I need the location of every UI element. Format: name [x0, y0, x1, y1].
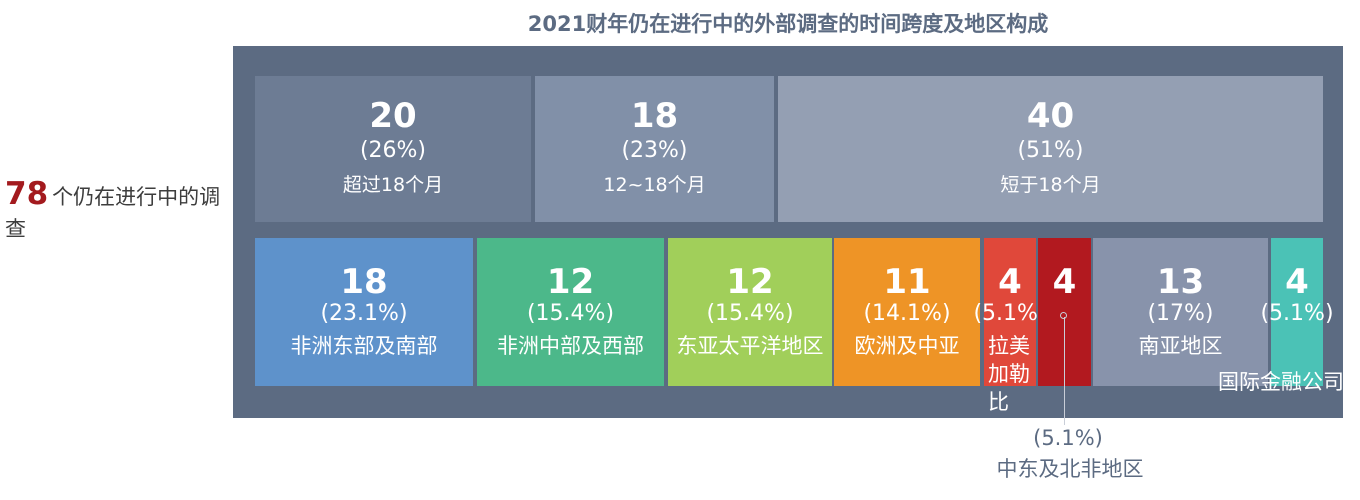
region-pct-mena: (5.1%) — [1033, 426, 1103, 450]
region-box-latin-america: 4 (5.1%) 拉美加勒比 — [973, 238, 1047, 414]
region-pct: (15.4%) — [706, 301, 794, 326]
region-pct: (14.1%) — [863, 301, 951, 326]
region-pct: (23.1%) — [320, 301, 408, 326]
region-box-east-asia-pacific: 12 (15.4%) 东亚太平洋地区 — [668, 238, 832, 386]
leader-line — [1064, 317, 1065, 425]
region-box-europe-central-asia: 11 (14.1%) 欧洲及中亚 — [834, 238, 980, 386]
duration-box-under-18: 40 (51%) 短于18个月 — [778, 76, 1323, 222]
region-box-ifc: 4 (5.1%) — [1260, 238, 1334, 386]
region-pct: (5.1%) — [973, 301, 1047, 326]
duration-pct: (51%) — [1017, 138, 1084, 163]
region-value: 4 — [1285, 262, 1309, 302]
duration-value: 18 — [630, 96, 679, 136]
region-value: 12 — [546, 262, 595, 302]
duration-box-12-18: 18 (23%) 12~18个月 — [535, 76, 774, 222]
region-label: 东亚太平洋地区 — [676, 334, 824, 358]
duration-pct: (26%) — [359, 138, 427, 163]
chart-title: 2021财年仍在进行中的外部调查的时间跨度及地区构成 — [527, 12, 1049, 36]
region-label: 非洲东部及南部 — [290, 334, 438, 358]
region-value: 4 — [1052, 262, 1077, 302]
region-label: 非洲中部及西部 — [497, 334, 644, 358]
region-value: 11 — [883, 262, 931, 302]
region-value: 18 — [340, 262, 388, 302]
total-text: 个仍在进行中的调查 — [5, 185, 221, 241]
region-box-east-south-africa: 18 (23.1%) 非洲东部及南部 — [255, 238, 473, 386]
total-value: 78 — [5, 176, 49, 212]
leader-dot — [1060, 312, 1067, 319]
region-label: 南亚地区 — [1138, 334, 1223, 358]
duration-pct: (23%) — [621, 138, 688, 163]
region-pct: (17%) — [1147, 301, 1214, 326]
region-pct: (5.1%) — [1260, 301, 1334, 326]
region-box-central-west-africa: 12 (15.4%) 非洲中部及西部 — [477, 238, 664, 386]
duration-label: 12~18个月 — [603, 174, 706, 196]
region-label-ifc: 国际金融公司 — [1218, 370, 1344, 394]
region-value: 12 — [726, 262, 774, 302]
region-label: 欧洲及中亚 — [854, 334, 960, 358]
region-value: 13 — [1156, 262, 1205, 302]
region-box-south-asia: 13 (17%) 南亚地区 — [1093, 238, 1268, 386]
duration-box-over-18: 20 (26%) 超过18个月 — [255, 76, 531, 222]
region-label: 拉美加勒比 — [988, 334, 1030, 414]
duration-label: 短于18个月 — [1000, 174, 1101, 196]
region-label-mena: 中东及北非地区 — [996, 457, 1144, 481]
region-pct: (15.4%) — [526, 301, 615, 326]
duration-value: 20 — [369, 96, 417, 136]
region-value: 4 — [998, 262, 1022, 302]
duration-value: 40 — [1026, 96, 1075, 136]
duration-label: 超过18个月 — [342, 174, 444, 196]
total-label: 78 个仍在进行中的调查 — [5, 178, 230, 245]
